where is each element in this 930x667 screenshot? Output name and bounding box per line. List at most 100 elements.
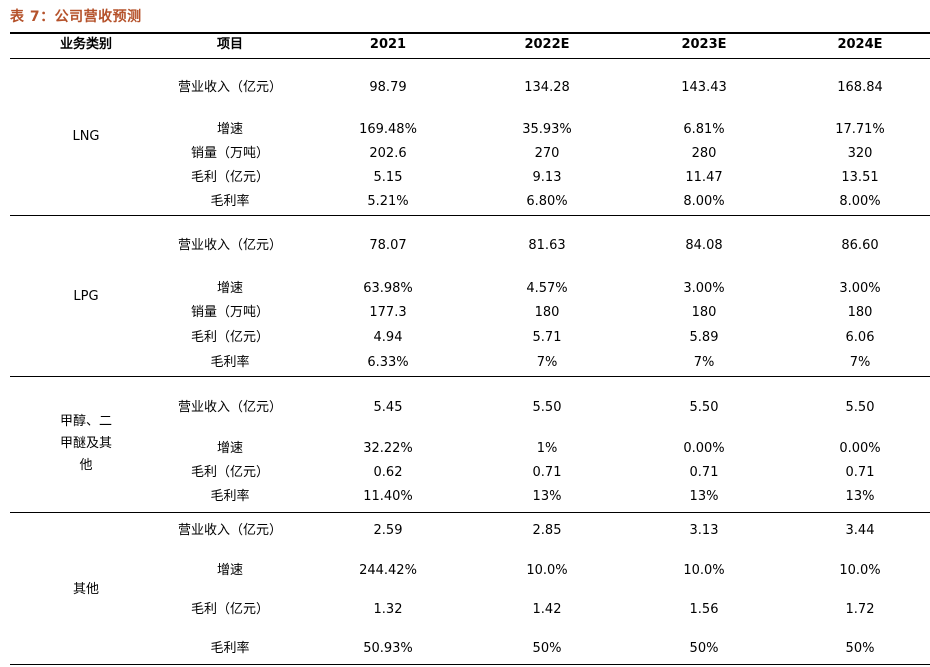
table-cell: 6.81% [683,122,725,137]
table-cell: 5.21% [367,194,409,209]
table-cell: 84.08 [685,238,723,253]
table-cell: 5.15 [373,170,403,185]
table-cell: 3.13 [689,523,719,538]
table-cell: 244.42% [359,563,417,578]
table-cell: 7% [849,355,871,370]
table-cell: 98.79 [369,80,407,95]
table-cell: 180 [847,305,873,320]
table-cell: 63.98% [363,281,413,296]
column-header: 2022E [524,37,570,52]
table-cell: 50% [845,641,875,656]
column-header: 2024E [837,37,883,52]
row-item-label: 毛利（亿元） [190,170,270,185]
row-item-label: 营业收入（亿元） [177,400,283,415]
table-cell: 13% [689,489,719,504]
table-cell: 11.47 [685,170,723,185]
table-cell: 0.71 [689,465,719,480]
table-cell: 169.48% [359,122,417,137]
table-cell: 2.85 [532,523,562,538]
table-cell: 13% [532,489,562,504]
table-cell: 17.71% [835,122,885,137]
table-cell: 32.22% [363,441,413,456]
row-item-label: 毛利（亿元） [190,602,270,617]
table-cell: 3.00% [839,281,881,296]
table-cell: 6.80% [526,194,568,209]
row-item-label: 营业收入（亿元） [177,80,283,95]
table-cell: 7% [693,355,715,370]
category-label: LPG [73,289,99,304]
table-cell: 1.72 [845,602,875,617]
table-cell: 5.50 [532,400,562,415]
group-divider [10,215,930,216]
table-cell: 5.45 [373,400,403,415]
table-cell: 10.0% [839,563,881,578]
table-cell: 81.63 [528,238,566,253]
table-cell: 5.89 [689,330,719,345]
table-cell: 1.32 [373,602,403,617]
group-divider [10,512,930,513]
row-item-label: 营业收入（亿元） [177,523,283,538]
row-item-label: 营业收入（亿元） [177,238,283,253]
table-cell: 1.42 [532,602,562,617]
top-rule [10,32,930,34]
row-item-label: 增速 [216,281,244,296]
bottom-rule [10,664,930,665]
table-cell: 270 [534,146,560,161]
row-item-label: 毛利率 [210,355,250,370]
table-cell: 9.13 [532,170,562,185]
table-cell: 86.60 [841,238,879,253]
table-cell: 13% [845,489,875,504]
table-cell: 0.71 [845,465,875,480]
row-item-label: 增速 [216,122,244,137]
row-item-label: 毛利（亿元） [190,330,270,345]
table-cell: 3.44 [845,523,875,538]
header-rule [10,58,930,59]
table-cell: 5.71 [532,330,562,345]
table-cell: 11.40% [363,489,413,504]
table-cell: 6.06 [845,330,875,345]
column-header: 2023E [681,37,727,52]
table-cell: 4.94 [373,330,403,345]
table-cell: 7% [536,355,558,370]
table-cell: 6.33% [367,355,409,370]
table-cell: 8.00% [839,194,881,209]
table-cell: 78.07 [369,238,407,253]
table-cell: 10.0% [683,563,725,578]
table-cell: 50% [532,641,562,656]
row-item-label: 增速 [216,441,244,456]
table-cell: 180 [534,305,560,320]
column-header: 项目 [216,37,244,52]
table-cell: 320 [847,146,873,161]
table-cell: 134.28 [524,80,570,95]
table-title: 表 7：公司营收预测 [10,9,142,25]
table-cell: 168.84 [837,80,883,95]
table-cell: 202.6 [369,146,407,161]
row-item-label: 毛利率 [210,489,250,504]
table-cell: 177.3 [369,305,407,320]
table-cell: 1.56 [689,602,719,617]
row-item-label: 销量（万吨） [190,305,270,320]
table-cell: 0.62 [373,465,403,480]
table-cell: 3.00% [683,281,725,296]
table-cell: 0.71 [532,465,562,480]
table-cell: 0.00% [683,441,725,456]
column-header: 2021 [369,37,407,52]
table-cell: 50.93% [363,641,413,656]
table-cell: 280 [691,146,717,161]
table-cell: 13.51 [841,170,879,185]
group-divider [10,376,930,377]
category-label: LNG [72,129,100,144]
table-cell: 5.50 [689,400,719,415]
row-item-label: 毛利率 [210,641,250,656]
table-cell: 2.59 [373,523,403,538]
category-label: 甲醇、二甲醚及其他 [59,414,112,473]
row-item-label: 毛利率 [210,194,250,209]
row-item-label: 毛利（亿元） [190,465,270,480]
table-cell: 1% [536,441,558,456]
column-header: 业务类别 [59,37,113,52]
table-cell: 8.00% [683,194,725,209]
table-cell: 5.50 [845,400,875,415]
table-cell: 0.00% [839,441,881,456]
table-cell: 10.0% [526,563,568,578]
row-item-label: 销量（万吨） [190,146,270,161]
